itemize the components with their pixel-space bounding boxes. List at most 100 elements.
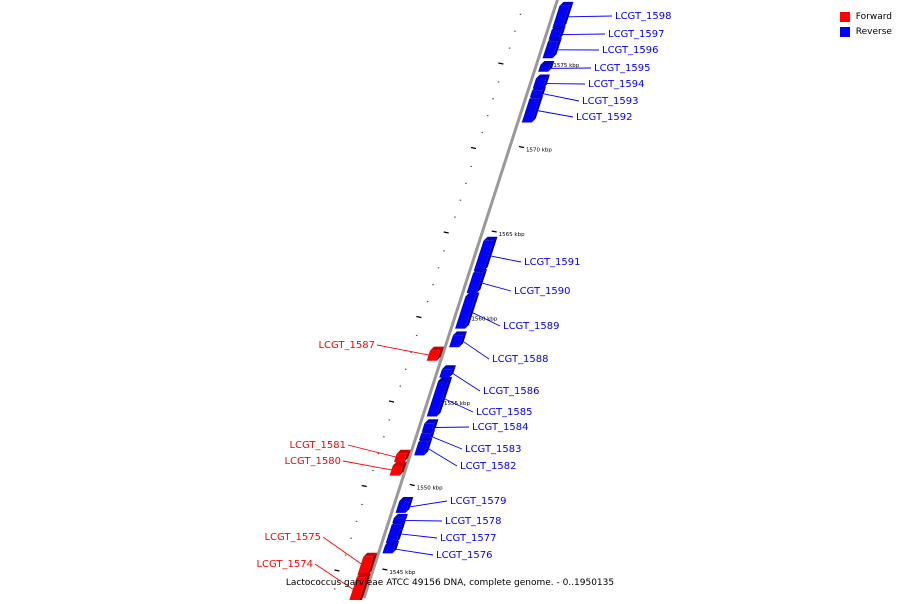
gene-lcgt_1595 [538,61,554,72]
gene-lcgt_1586 [439,365,456,377]
major-tick-left [444,232,449,233]
minor-tick [405,369,407,370]
gene-label: LCGT_1586 [483,386,540,397]
minor-tick [400,386,402,387]
gene-leader-line [491,256,521,262]
minor-tick [345,555,347,556]
gene-leader-line [409,501,447,507]
gene-label: LCGT_1581 [289,440,346,451]
forward-swatch [840,12,850,22]
minor-tick [389,419,391,420]
minor-tick [427,301,429,302]
major-tick-left [334,570,339,571]
gene-leader-line [543,94,579,101]
minor-tick [487,115,489,116]
gene-label: LCGT_1598 [615,11,672,22]
tick-label: 1570 kbp [526,148,552,154]
gene-leader-line [562,34,605,35]
gene-label: LCGT_1578 [445,516,502,527]
minor-tick [350,538,352,539]
gene-leader-line [435,427,469,428]
gene-label: LCGT_1580 [284,456,341,467]
tick-label: 1560 kbp [471,317,497,323]
minor-tick [432,284,434,285]
gene-label: LCGT_1593 [582,96,639,107]
gene-leader-line [463,341,489,359]
tick-label: 1545 kbp [389,570,415,576]
gene-label: LCGT_1594 [588,79,645,90]
tick-label: 1550 kbp [417,486,443,492]
major-tick-left [498,63,503,64]
minor-tick [514,31,516,32]
gene-leader-line [428,449,457,466]
major-tick-left [389,401,394,402]
minor-tick [481,132,483,133]
gene-layer: LCGT_1598 LCGT_1597 LCGT_1596 LCGT_1595 LCGT… [256,2,671,600]
legend-item-forward: Forward [840,9,892,24]
tick-label: 1565 kbp [499,232,525,238]
minor-tick [361,504,363,505]
major-tick [492,231,497,232]
gene-leader-line [453,373,480,391]
gene-leader-line [348,445,399,458]
gene-label: LCGT_1592 [576,112,633,123]
gene-label: LCGT_1575 [264,532,321,543]
major-tick-left [416,317,421,318]
minor-tick [372,470,374,471]
minor-tick [383,436,385,437]
gene-label: LCGT_1579 [450,496,507,507]
minor-tick [509,48,511,49]
minor-tick [454,217,456,218]
legend-label-forward: Forward [856,12,892,22]
gene-label: LCGT_1582 [460,461,517,472]
major-tick [410,485,415,486]
gene-leader-line [343,461,395,471]
gene-lcgt_1588 [449,331,467,347]
reverse-swatch [840,27,850,37]
gene-label: LCGT_1587 [318,340,375,351]
major-tick-left [471,148,476,149]
gene-label: LCGT_1596 [602,45,659,56]
major-tick-left [362,486,367,487]
gene-lcgt_1579 [396,497,414,513]
legend-label-reverse: Reverse [856,27,892,37]
minor-tick [438,267,440,268]
gene-lcgt_1582 [414,438,432,456]
gene-leader-line [482,283,511,291]
gene-lcgt_1589 [455,293,479,329]
gene-leader-line [432,437,462,449]
minor-tick [356,521,358,522]
gene-label: LCGT_1577 [440,533,497,544]
gene-label: LCGT_1597 [608,29,665,40]
gene-lcgt_1591 [474,237,498,271]
gene-label: LCGT_1574 [256,559,313,570]
gene-label: LCGT_1588 [492,354,549,365]
minor-tick [492,98,494,99]
dna-axis [364,0,558,598]
gene-label: LCGT_1576 [436,550,493,561]
gene-label: LCGT_1589 [503,321,560,332]
minor-tick [471,166,473,167]
minor-tick [520,14,522,15]
major-tick [382,569,387,570]
gene-label: LCGT_1583 [465,444,522,455]
gene-leader-line [377,345,432,356]
gene-label: LCGT_1585 [476,407,533,418]
gene-label: LCGT_1595 [594,63,651,74]
gene-label: LCGT_1591 [524,257,581,268]
gene-label: LCGT_1590 [514,286,571,297]
gene-leader-line [538,111,573,117]
gene-leader-line [401,534,437,538]
major-tick [519,147,524,148]
minor-tick [465,183,467,184]
legend: Forward Reverse [840,9,892,39]
gene-leader-line [323,537,364,566]
minor-tick [443,250,445,251]
tick-label: 1555 kbp [444,401,470,407]
gene-label: LCGT_1584 [472,422,529,433]
gene-leader-line [568,16,612,17]
gene-lcgt_1576 [382,541,399,553]
minor-tick [334,588,336,589]
